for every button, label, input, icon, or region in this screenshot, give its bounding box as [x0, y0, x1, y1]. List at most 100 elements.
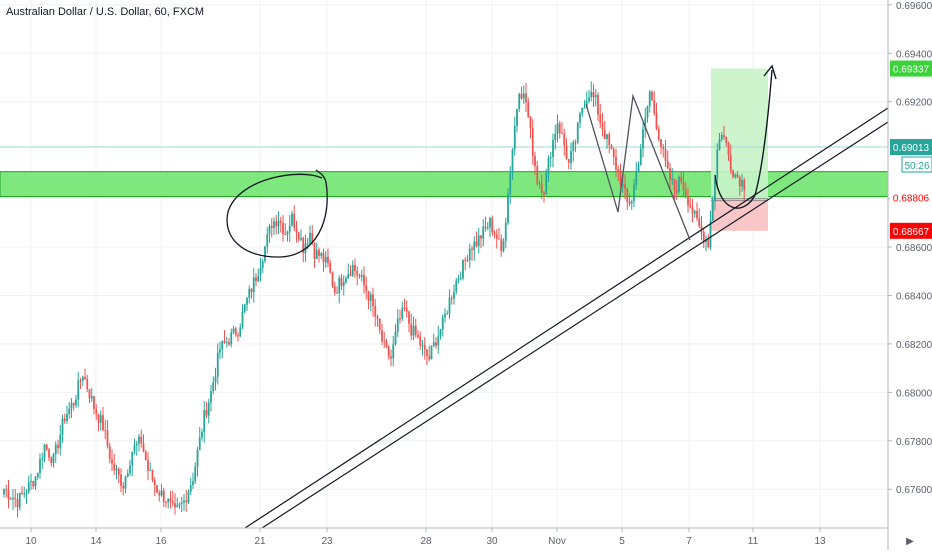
candle [684, 182, 687, 199]
candle-body [455, 280, 458, 292]
candle [354, 258, 356, 278]
candle [495, 229, 498, 249]
candle-body [725, 136, 728, 143]
candle-body [475, 241, 478, 247]
candle [673, 178, 676, 200]
candle [147, 452, 149, 481]
candle-body [624, 184, 626, 189]
candle-body [273, 221, 275, 228]
candle-body [43, 444, 46, 459]
candle-body [279, 221, 282, 223]
loss-box [711, 198, 768, 231]
candle [192, 472, 194, 489]
candle [261, 258, 264, 273]
candle [349, 265, 352, 277]
candle [185, 490, 188, 512]
time-tick-label-1: 14 [90, 536, 102, 547]
candle [291, 210, 293, 227]
candle-body [293, 213, 296, 229]
candle-body [741, 179, 743, 187]
candle [549, 151, 552, 167]
candle-body [689, 205, 692, 208]
candle-body [32, 480, 35, 487]
candle [588, 90, 590, 104]
candle [421, 340, 424, 356]
candle-body [68, 408, 71, 415]
time-tick-label-7: Nov [548, 536, 566, 547]
candle [561, 122, 563, 135]
candle [270, 218, 273, 238]
candle-body [7, 490, 10, 499]
candle [401, 301, 404, 322]
candle [484, 216, 487, 232]
candle-body [300, 237, 302, 240]
candle-body [471, 248, 473, 251]
candle [104, 419, 107, 440]
candle-body [50, 457, 53, 464]
candle-body [295, 228, 298, 233]
candle-body [698, 218, 701, 227]
time-tick-label-5: 28 [420, 536, 432, 547]
candle-body [615, 156, 617, 170]
candle-body [205, 409, 208, 416]
candle [419, 331, 422, 350]
candle [504, 217, 507, 249]
candle-body [259, 267, 262, 276]
candle [131, 451, 134, 477]
candle-body [738, 177, 741, 187]
candle-body [588, 97, 590, 102]
candle-body [221, 340, 224, 350]
candle [295, 220, 298, 243]
candle [7, 479, 10, 509]
candle [142, 434, 145, 453]
candle [464, 256, 467, 271]
candle [606, 134, 608, 150]
candle-body [486, 227, 489, 229]
candle-body [466, 259, 469, 261]
stop-price-label: 0.68667 [893, 227, 930, 238]
candle-body [72, 403, 75, 406]
candle-body [57, 444, 59, 449]
candle-body [450, 297, 453, 299]
candle-body [176, 505, 179, 508]
candle-body [5, 489, 8, 491]
candle [75, 395, 77, 408]
candle-body [70, 403, 73, 409]
candle-body [250, 288, 253, 293]
candle [385, 338, 388, 349]
candle [221, 340, 224, 358]
candle [360, 269, 363, 282]
candle [678, 175, 680, 195]
candle-body [529, 117, 532, 129]
candle-body [385, 341, 388, 347]
candle-body [93, 396, 95, 410]
candle [329, 260, 332, 274]
candle-body [678, 176, 680, 192]
candle [347, 263, 350, 280]
candle [437, 325, 440, 354]
candle-body [572, 142, 575, 152]
price-tick-label-2: 0.69200 [896, 98, 932, 109]
candle-body [171, 500, 174, 504]
candle [315, 242, 318, 260]
candle [86, 374, 89, 393]
candle-body [367, 291, 370, 302]
price-tick-label-8: 0.67800 [896, 437, 932, 448]
candle-body [147, 460, 149, 471]
candle-body [124, 476, 127, 489]
target-price-label: 0.69337 [893, 65, 930, 76]
candle-body [225, 341, 228, 343]
candle [657, 125, 660, 142]
candle-body [282, 222, 284, 235]
candle-body [545, 172, 548, 195]
candle [257, 268, 260, 283]
candle-body [691, 207, 694, 214]
candle [702, 227, 705, 249]
candle [93, 395, 95, 415]
candle-body [644, 117, 647, 130]
candle [252, 268, 255, 303]
candle [63, 413, 66, 424]
candle [630, 199, 633, 210]
